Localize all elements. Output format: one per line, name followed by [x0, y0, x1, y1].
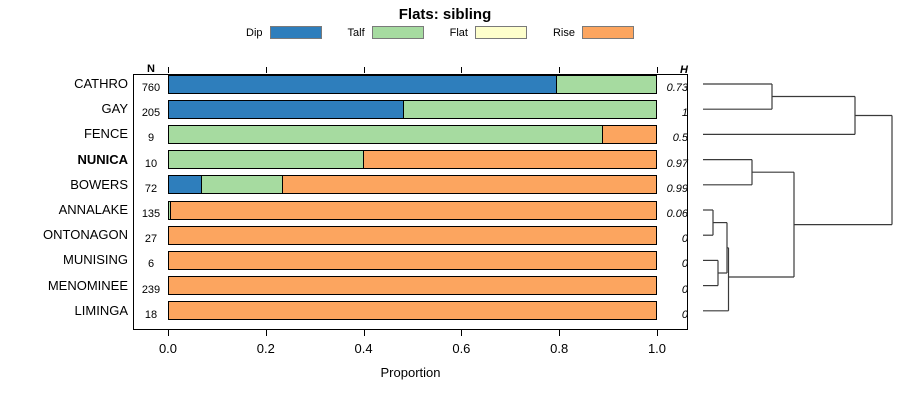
- stacked-bar-cathro: [168, 74, 657, 94]
- bar-segment-dip: [168, 99, 405, 119]
- category-label-ontonagon: ONTONAGON: [43, 227, 128, 243]
- h-value: 0: [681, 258, 688, 271]
- n-value: 10: [144, 157, 158, 170]
- category-label-fence: FENCE: [83, 126, 128, 142]
- legend-swatch-rise: [582, 26, 634, 39]
- bar-segment-rise: [168, 301, 657, 321]
- top-axis-tick: [265, 67, 267, 73]
- h-value: 0.06: [666, 208, 688, 220]
- bar-segment-rise: [168, 250, 657, 270]
- stacked-bar-bowers: [168, 175, 657, 195]
- stacked-bar-liminga: [168, 301, 657, 321]
- bottom-axis-tick: [657, 330, 658, 336]
- legend-label-rise: Rise: [552, 26, 575, 39]
- category-label-cathro: CATHRO: [74, 76, 128, 91]
- n-value: 27: [144, 233, 158, 246]
- x-tick-label: 0.6: [452, 341, 471, 356]
- chart-title: Flats: sibling: [398, 6, 492, 23]
- h-value: 0.5: [672, 132, 688, 145]
- legend-item-talf: Talf: [348, 26, 424, 39]
- bar-segment-talf: [404, 99, 657, 119]
- bar-segment-talf: [168, 200, 172, 220]
- x-tick-label: 0.8: [550, 341, 569, 356]
- h-column-header: H: [680, 64, 688, 76]
- h-value: 0: [681, 308, 688, 321]
- n-value: 135: [141, 208, 161, 220]
- legend: Dip Talf Flat Rise: [60, 26, 820, 39]
- n-value: 18: [144, 308, 158, 321]
- bottom-axis-tick: [363, 330, 365, 336]
- x-tick-label: 0.0: [158, 341, 178, 356]
- bar-segment-rise: [363, 150, 657, 170]
- x-axis-label: Proportion: [380, 365, 441, 380]
- category-label-munising: MUNISING: [63, 252, 128, 268]
- bar-segment-talf: [168, 124, 603, 144]
- category-label-liminga: LIMINGA: [74, 302, 128, 318]
- legend-label-dip: Dip: [246, 26, 263, 39]
- category-label-nunica: NUNICA: [77, 151, 128, 167]
- bar-segment-dip: [168, 175, 202, 195]
- bar-segment-rise: [171, 200, 657, 220]
- bottom-axis-tick: [168, 330, 169, 336]
- bar-segment-rise: [602, 124, 657, 144]
- bar-segment-rise: [283, 175, 657, 195]
- stacked-bar-menominee: [168, 276, 657, 296]
- x-tick-label: 0.4: [354, 341, 373, 356]
- top-axis-tick: [168, 67, 169, 73]
- x-tick-label: 0.2: [256, 341, 275, 356]
- h-value: 0.73: [666, 82, 688, 94]
- n-value: 6: [147, 258, 155, 271]
- n-value: 9: [147, 132, 155, 145]
- category-label-bowers: BOWERS: [70, 176, 128, 192]
- bottom-axis-tick: [265, 330, 267, 336]
- n-value: 239: [141, 283, 161, 296]
- legend-swatch-talf: [371, 26, 424, 39]
- legend-label-flat: Flat: [449, 26, 468, 39]
- h-value: 0: [681, 283, 688, 296]
- bottom-axis-tick: [461, 330, 463, 336]
- stacked-bar-annalake: [168, 200, 657, 220]
- bottom-axis-tick: [559, 330, 561, 336]
- stacked-bar-fence: [168, 124, 657, 144]
- category-label-menominee: MENOMINEE: [47, 277, 128, 293]
- x-tick-label: 1.0: [647, 341, 667, 356]
- legend-item-dip: Dip: [246, 26, 322, 39]
- top-axis-tick: [559, 67, 561, 73]
- n-value: 760: [141, 82, 161, 94]
- n-value: 205: [141, 107, 161, 120]
- n-column-header: N: [147, 63, 155, 75]
- category-label-annalake: ANNALAKE: [58, 202, 128, 217]
- top-axis-tick: [461, 67, 463, 73]
- legend-swatch-dip: [269, 26, 322, 39]
- top-axis-tick: [363, 67, 365, 73]
- bar-segment-dip: [168, 74, 557, 94]
- stacked-bar-munising: [168, 250, 657, 270]
- h-value: 0.97: [666, 157, 688, 170]
- bar-segment-rise: [168, 225, 657, 245]
- legend-item-flat: Flat: [450, 26, 527, 39]
- h-value: 0.99: [666, 182, 688, 195]
- stacked-bar-nunica: [168, 150, 657, 170]
- n-value: 72: [144, 182, 158, 195]
- top-axis-tick: [657, 67, 658, 73]
- legend-item-rise: Rise: [553, 26, 634, 39]
- bar-segment-talf: [201, 175, 284, 195]
- h-value: 0: [681, 233, 688, 246]
- legend-label-talf: Talf: [347, 26, 365, 39]
- stacked-bar-ontonagon: [168, 225, 657, 245]
- bar-segment-talf: [556, 74, 657, 94]
- category-label-gay: GAY: [101, 101, 129, 117]
- bar-segment-rise: [168, 276, 657, 296]
- bar-segment-talf: [168, 150, 364, 170]
- legend-swatch-flat: [474, 26, 527, 39]
- h-value: 1: [681, 107, 688, 120]
- stacked-bar-gay: [168, 99, 657, 119]
